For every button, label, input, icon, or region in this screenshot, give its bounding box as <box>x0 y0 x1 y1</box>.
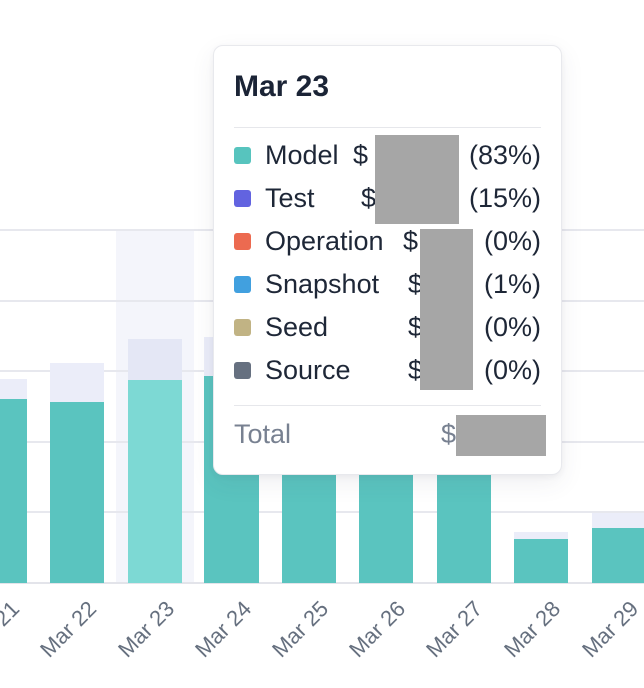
series-percent: (0%) <box>483 226 541 256</box>
bar-segment-top-mar-21[interactable] <box>0 379 27 399</box>
bar-segment-top-mar-23[interactable] <box>128 339 182 380</box>
tooltip-row-snapshot: Snapshot $ (1%) <box>234 263 541 306</box>
series-swatch-source <box>234 362 251 379</box>
total-label: Total <box>234 418 292 449</box>
series-label: Model <box>265 140 339 170</box>
x-axis-label: Mar 21 <box>0 596 24 663</box>
series-swatch-operation <box>234 233 251 250</box>
redacted-value-box <box>456 415 546 456</box>
currency-symbol: $ <box>408 355 424 385</box>
x-axis-label: Mar 29 <box>576 596 643 663</box>
redacted-value-box <box>375 135 459 224</box>
currency-symbol: $ <box>361 183 377 213</box>
bar-segment-top-mar-28[interactable] <box>514 532 568 539</box>
series-percent: (0%) <box>483 355 541 385</box>
currency-symbol: $ <box>408 312 424 342</box>
x-axis-label: Mar 26 <box>343 596 410 663</box>
tooltip-row-model: Model $ (83%) <box>234 134 541 177</box>
tooltip-row-test: Test $ (15%) <box>234 177 541 220</box>
x-axis-label: Mar 23 <box>112 596 179 663</box>
tooltip-total-row: Total $ <box>234 412 541 456</box>
currency-symbol: $ <box>353 140 369 170</box>
total-currency-symbol: $ <box>441 418 457 449</box>
currency-symbol: $ <box>408 269 424 299</box>
gridline <box>0 582 644 584</box>
bar-segment-model-mar-22[interactable] <box>50 402 104 583</box>
series-label: Test <box>265 183 315 213</box>
series-swatch-seed <box>234 319 251 336</box>
bar-segment-top-mar-29[interactable] <box>592 513 644 528</box>
tooltip-row-source: Source $ (0%) <box>234 349 541 392</box>
chart-tooltip: Mar 23 Model $ (83%) Test $ (15%) Operation $ (0… <box>213 45 562 475</box>
series-label: Snapshot <box>265 269 380 299</box>
x-axis-label: Mar 28 <box>498 596 565 663</box>
x-axis-label: Mar 27 <box>420 596 487 663</box>
tooltip-divider-bottom <box>234 405 541 406</box>
tooltip-series-rows: Model $ (83%) Test $ (15%) Operation $ (0%) Snaps… <box>234 134 541 392</box>
series-percent: (0%) <box>483 312 541 342</box>
series-label: Operation <box>265 226 384 256</box>
bar-segment-model-mar-21[interactable] <box>0 399 27 583</box>
bar-segment-model-mar-23[interactable] <box>128 380 182 583</box>
series-percent: (15%) <box>468 183 541 213</box>
series-swatch-snapshot <box>234 276 251 293</box>
x-axis-label: Mar 24 <box>189 596 256 663</box>
series-percent: (1%) <box>483 269 541 299</box>
bar-segment-model-mar-29[interactable] <box>592 528 644 583</box>
tooltip-date-title: Mar 23 <box>234 70 330 103</box>
tooltip-row-operation: Operation $ (0%) <box>234 220 541 263</box>
currency-symbol: $ <box>403 226 419 256</box>
series-swatch-model <box>234 147 251 164</box>
series-label: Source <box>265 355 351 385</box>
tooltip-divider-top <box>234 127 541 128</box>
series-percent: (83%) <box>468 140 541 170</box>
x-axis-label: Mar 22 <box>34 596 101 663</box>
tooltip-row-seed: Seed $ (0%) <box>234 306 541 349</box>
series-label: Seed <box>265 312 329 342</box>
x-axis-label: Mar 25 <box>266 596 333 663</box>
series-swatch-test <box>234 190 251 207</box>
bar-segment-model-mar-28[interactable] <box>514 539 568 583</box>
bar-segment-top-mar-22[interactable] <box>50 363 104 402</box>
redacted-value-box <box>420 229 473 390</box>
